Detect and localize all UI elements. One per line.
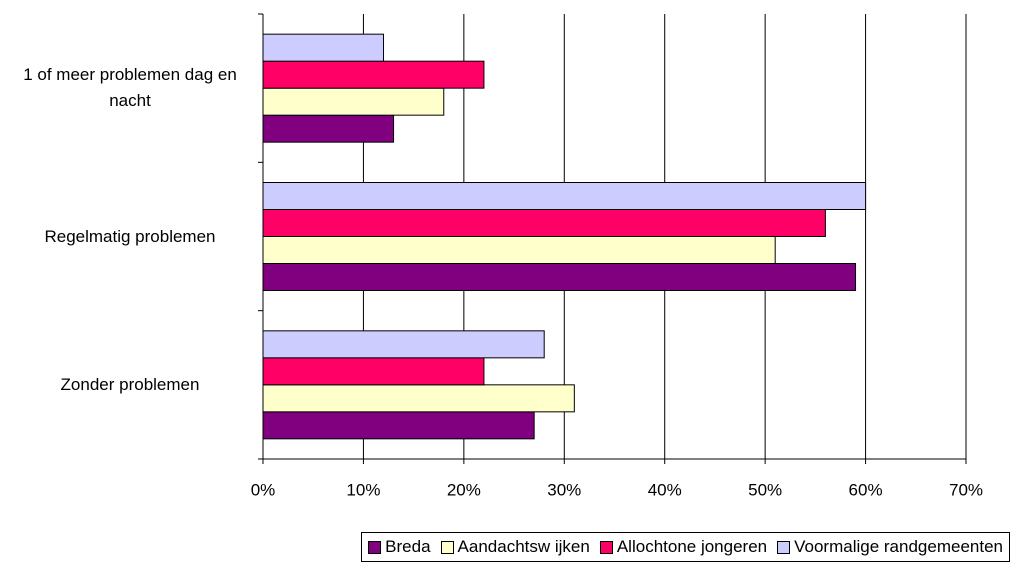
bar	[262, 33, 385, 62]
bar	[262, 330, 545, 359]
legend-swatch	[777, 540, 791, 554]
bar	[262, 263, 857, 291]
legend-label: Breda	[385, 537, 431, 556]
bar	[262, 236, 776, 264]
legend-item: Allochtone jongeren	[599, 537, 768, 557]
x-tick-label: 70%	[949, 480, 983, 499]
bar	[262, 182, 867, 210]
x-tick-label: 40%	[648, 480, 682, 499]
legend-label: Allochtone jongeren	[616, 537, 768, 556]
bar	[262, 384, 575, 413]
x-tick-label: 60%	[849, 480, 883, 499]
y-tick-label: Zonder problemen	[60, 374, 200, 394]
bar	[262, 114, 395, 143]
y-tick-label: Regelmatig problemen	[44, 226, 216, 246]
y-tick-label: 1 of meer problemen dag en nacht	[23, 65, 237, 111]
legend: Breda Aandachtsw ijken Allochtone jongeren…	[361, 532, 1010, 562]
bar	[262, 209, 826, 237]
x-tick-label: 50%	[748, 480, 782, 499]
bar	[262, 357, 485, 386]
bar	[262, 87, 445, 116]
plot: 0% 10% 20% 30% 40% 50% 60% 70%	[251, 13, 983, 499]
legend-item: Breda	[368, 537, 431, 557]
x-tick-label: 0%	[251, 480, 276, 499]
legend-item: Aandachtsw ijken	[440, 537, 590, 557]
bar	[262, 411, 535, 440]
legend-label: Voormalige randgemeenten	[794, 537, 1003, 556]
x-tick-label: 30%	[547, 480, 581, 499]
legend-label: Aandachtsw ijken	[457, 537, 590, 556]
legend-swatch	[440, 540, 454, 554]
bar	[262, 60, 485, 89]
legend-swatch	[599, 540, 613, 554]
x-tick-label: 10%	[346, 480, 380, 499]
x-tick-label: 20%	[447, 480, 481, 499]
legend-swatch	[368, 540, 382, 554]
legend-item: Voormalige randgemeenten	[777, 537, 1003, 557]
